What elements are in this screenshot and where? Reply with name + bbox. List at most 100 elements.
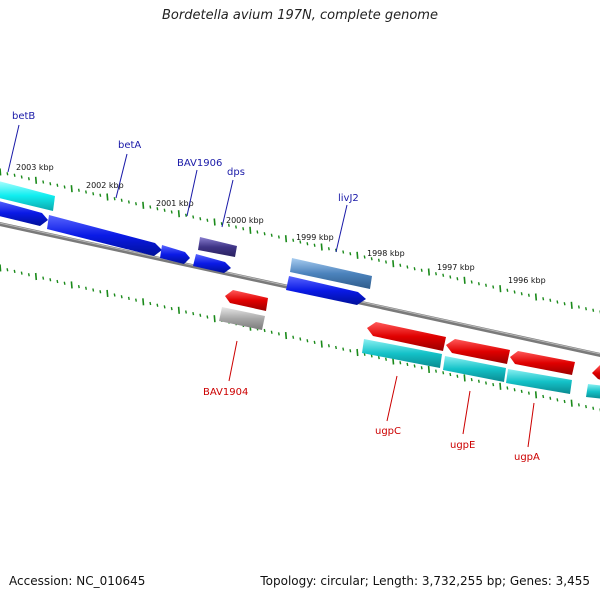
ruler-tick: [385, 260, 387, 264]
gene-label-betA[interactable]: betA: [118, 140, 141, 151]
scale-label: 2003 kbp: [16, 163, 54, 172]
ruler-tick: [192, 311, 195, 316]
ruler-tick: [556, 398, 559, 402]
ruler-tick: [356, 348, 359, 357]
ruler-tick: [534, 391, 538, 399]
gene-arrow-blue[interactable]: [286, 276, 366, 305]
ruler-tick: [20, 271, 23, 275]
ruler-tick: [585, 404, 587, 409]
ruler-tick: [499, 285, 502, 293]
gene-ugpA-arrow[interactable]: [510, 351, 575, 375]
ruler-tick: [456, 374, 459, 378]
ruler-tick: [77, 188, 80, 192]
ruler-tick: [449, 372, 452, 377]
ruler-tick: [127, 296, 130, 301]
ruler-tick: [277, 235, 280, 239]
gene-BAV1906-arrow[interactable]: [198, 237, 237, 257]
ruler-tick: [192, 215, 195, 219]
ruler-tick: [485, 381, 487, 385]
ruler-tick: [199, 313, 202, 317]
gene-ugpC-cyan[interactable]: [362, 339, 442, 368]
ruler-tick: [6, 268, 9, 272]
ruler-tick: [413, 267, 416, 271]
ruler-tick: [513, 290, 516, 294]
ruler-tick: [577, 305, 580, 309]
ruler-tick: [306, 242, 309, 246]
scale-label: 2001 kbp: [156, 199, 194, 208]
gene-betB-arrow[interactable]: [0, 180, 55, 211]
ruler-tick: [520, 389, 523, 394]
gene-livJ2-arrow[interactable]: [290, 258, 372, 289]
ruler-tick: [306, 339, 309, 343]
gene-arrow-red[interactable]: [225, 290, 268, 311]
ruler-tick: [13, 173, 16, 177]
ruler-tick: [127, 200, 130, 204]
ruler-tick: [113, 293, 116, 297]
ruler-tick: [185, 310, 187, 314]
ruler-tick: [356, 251, 359, 259]
gene-arrow-blue[interactable]: [0, 200, 48, 226]
gene-label-livJ2[interactable]: livJ2: [338, 193, 359, 204]
ruler-tick: [120, 198, 123, 202]
ruler-tick: [149, 301, 152, 306]
ruler-tick: [349, 349, 352, 353]
gene-arrow-blue[interactable]: [160, 245, 190, 264]
ruler-tick: [363, 255, 366, 259]
scale-ruler-upper: [0, 168, 600, 314]
ruler-tick: [213, 218, 216, 226]
ruler-tick: [56, 183, 59, 187]
gene-ugpE-cyan[interactable]: [443, 356, 506, 382]
ruler-tick: [85, 286, 87, 290]
accession-text: Accession: NC_010645: [9, 574, 146, 588]
ruler-tick: [406, 265, 409, 269]
ruler-tick: [549, 298, 552, 302]
gene-ugpE-arrow[interactable]: [446, 339, 510, 364]
ruler-tick: [249, 226, 252, 234]
ruler-tick: [427, 268, 430, 276]
ruler-tick: [63, 185, 66, 189]
leader-line: [462, 390, 471, 435]
ruler-tick: [399, 361, 402, 365]
gene-arrow-cyan[interactable]: [586, 384, 600, 399]
gene-label-dps[interactable]: dps: [227, 167, 245, 178]
gene-arrow-red[interactable]: [592, 365, 600, 381]
gene-label-BAV1906[interactable]: BAV1906: [177, 158, 222, 169]
ruler-tick: [320, 340, 323, 348]
ruler-tick: [377, 258, 380, 262]
ruler-tick: [284, 235, 288, 243]
ruler-tick: [385, 357, 387, 361]
gene-BAV1904-arrow[interactable]: [219, 307, 265, 330]
gene-dps-arrow[interactable]: [193, 254, 231, 273]
ruler-tick: [527, 293, 530, 297]
gene-label-ugpE[interactable]: ugpE: [450, 440, 475, 451]
scale-label: 1996 kbp: [508, 276, 546, 285]
ruler-tick: [327, 247, 330, 251]
ruler-tick: [34, 176, 38, 184]
ruler-tick: [513, 388, 516, 392]
ruler-tick: [85, 190, 87, 194]
ruler-tick: [27, 273, 30, 277]
gene-label-ugpC[interactable]: ugpC: [375, 426, 401, 437]
gene-label-BAV1904[interactable]: BAV1904: [203, 387, 248, 398]
ruler-tick: [92, 192, 95, 196]
ruler-tick: [34, 272, 38, 281]
ruler-tick: [556, 300, 559, 304]
ruler-tick: [92, 288, 95, 292]
ruler-tick: [242, 227, 245, 231]
ruler-tick: [0, 168, 2, 176]
ruler-tick: [27, 177, 30, 181]
ruler-tick: [49, 278, 52, 282]
ruler-tick: [399, 263, 402, 267]
gene-label-ugpA[interactable]: ugpA: [514, 452, 540, 463]
gene-label-betB[interactable]: betB: [12, 111, 35, 122]
ruler-tick: [284, 332, 288, 340]
gene-ugpC-arrow[interactable]: [367, 322, 446, 351]
gene-betA-arrow[interactable]: [47, 215, 162, 256]
ruler-tick: [235, 225, 237, 229]
ruler-tick: [299, 240, 302, 244]
leader-line: [228, 340, 238, 382]
gene-ugpA-cyan[interactable]: [506, 369, 572, 394]
ruler-tick: [592, 308, 595, 312]
ruler-tick: [563, 399, 566, 404]
